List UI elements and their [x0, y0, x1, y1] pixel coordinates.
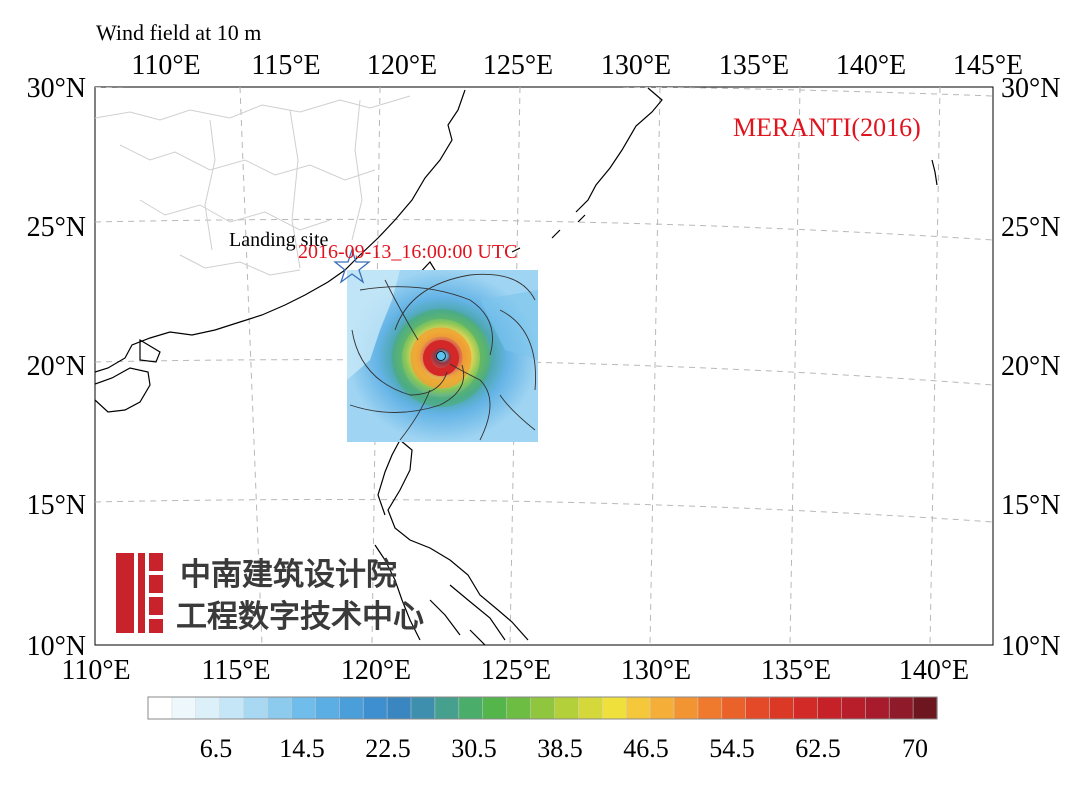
bottom-lon-tick: 115°E: [201, 655, 270, 686]
colorbar-cell: [458, 696, 484, 720]
bottom-lon-tick: 140°E: [899, 655, 969, 686]
colorbar-label: 14.5: [279, 734, 325, 763]
watermark-line2: 工程数字技术中心: [176, 599, 424, 635]
left-lat-tick: 15°N: [27, 490, 86, 521]
watermark: 中南建筑设计院 工程数字技术中心: [116, 553, 424, 635]
luzon-coast: [387, 439, 529, 641]
colorbar-cell: [554, 696, 580, 720]
left-lat-axis: 30°N 25°N 20°N 15°N 10°N: [27, 73, 86, 662]
top-lon-tick: 120°E: [367, 50, 437, 81]
wind-field-domain: [347, 270, 538, 442]
bottom-lon-tick: 120°E: [341, 655, 411, 686]
colorbar: 6.5 14.5 22.5 30.5 38.5 46.5 54.5 62.5 7…: [147, 696, 938, 763]
colorbar-cell: [817, 696, 843, 720]
colorbar-cell: [649, 696, 675, 720]
colorbar-cell: [434, 696, 460, 720]
left-lat-tick: 25°N: [27, 212, 86, 243]
colorbar-cell: [841, 696, 867, 720]
colorbar-cell: [386, 696, 412, 720]
left-lat-tick: 20°N: [27, 351, 86, 382]
right-lat-tick: 20°N: [1001, 351, 1060, 382]
left-lat-tick: 10°N: [27, 631, 86, 662]
colorbar-cell: [745, 696, 771, 720]
top-lon-tick: 115°E: [251, 50, 320, 81]
colorbar-label: 46.5: [623, 734, 669, 763]
colorbar-cell: [339, 696, 365, 720]
colorbar-cell: [482, 696, 508, 720]
colorbar-cell: [793, 696, 819, 720]
right-lat-axis: 30°N 25°N 20°N 15°N 10°N: [1001, 73, 1060, 662]
colorbar-label: 62.5: [795, 734, 841, 763]
storm-name: MERANTI(2016): [733, 113, 921, 142]
colorbar-cell: [769, 696, 795, 720]
colorbar-cell: [530, 696, 556, 720]
colorbar-cell: [171, 696, 197, 720]
storm-eye-icon: [436, 351, 446, 361]
bottom-lon-tick: 110°E: [61, 655, 130, 686]
top-lon-axis: 110°E 115°E 120°E 125°E 130°E 135°E 140°…: [131, 50, 1023, 81]
colorbar-cell: [267, 696, 293, 720]
colorbar-cell: [625, 696, 651, 720]
colorbar-label: 38.5: [537, 734, 583, 763]
top-lon-tick: 110°E: [131, 50, 200, 81]
colorbar-cell: [362, 696, 388, 720]
colorbar-cell: [865, 696, 891, 720]
graticule: [95, 87, 993, 645]
colorbar-label: 30.5: [451, 734, 497, 763]
colorbar-cell: [506, 696, 532, 720]
top-lon-tick: 145°E: [953, 50, 1023, 81]
colorbar-label: 54.5: [709, 734, 755, 763]
colorbar-cell: [602, 696, 628, 720]
left-lat-tick: 30°N: [27, 73, 86, 104]
colorbar-cell: [315, 696, 341, 720]
right-lat-tick: 10°N: [1001, 631, 1060, 662]
colorbar-cell: [721, 696, 747, 720]
bottom-lon-axis: 110°E 115°E 120°E 125°E 130°E 135°E 140°…: [61, 655, 969, 686]
colorbar-label: 6.5: [200, 734, 233, 763]
top-lon-tick: 135°E: [719, 50, 789, 81]
colorbar-cell: [578, 696, 604, 720]
colorbar-label: 70: [902, 734, 928, 763]
top-lon-tick: 125°E: [483, 50, 553, 81]
map-frame: [94, 86, 994, 646]
star-icon: [333, 247, 371, 284]
bottom-lon-tick: 130°E: [621, 655, 691, 686]
colorbar-cell: [219, 696, 245, 720]
landing-site-label: Landing site: [229, 229, 329, 251]
colorbar-frame: [147, 696, 938, 720]
colorbar-cell: [912, 696, 938, 720]
top-lon-tick: 130°E: [601, 50, 671, 81]
colorbar-cell: [673, 696, 699, 720]
timestamp-label: 2016-09-13_16:00:00 UTC: [298, 241, 517, 263]
colorbar-cell: [291, 696, 317, 720]
watermark-line1: 中南建筑设计院: [180, 557, 397, 593]
bottom-lon-tick: 125°E: [481, 655, 551, 686]
province-boundaries: [95, 95, 411, 276]
company-logo-icon: [116, 553, 163, 633]
colorbar-cell: [195, 696, 221, 720]
colorbar-cell: [243, 696, 269, 720]
colorbar-cell: [888, 696, 914, 720]
colorbar-cell: [147, 696, 173, 720]
colorbar-cell: [697, 696, 723, 720]
right-lat-tick: 15°N: [1001, 490, 1060, 521]
colorbar-cell: [410, 696, 436, 720]
top-lon-tick: 140°E: [836, 50, 906, 81]
right-lat-tick: 30°N: [1001, 73, 1060, 104]
colorbar-label: 22.5: [365, 734, 411, 763]
right-lat-tick: 25°N: [1001, 212, 1060, 243]
figure-title: Wind field at 10 m: [96, 20, 261, 45]
bottom-lon-tick: 135°E: [761, 655, 831, 686]
